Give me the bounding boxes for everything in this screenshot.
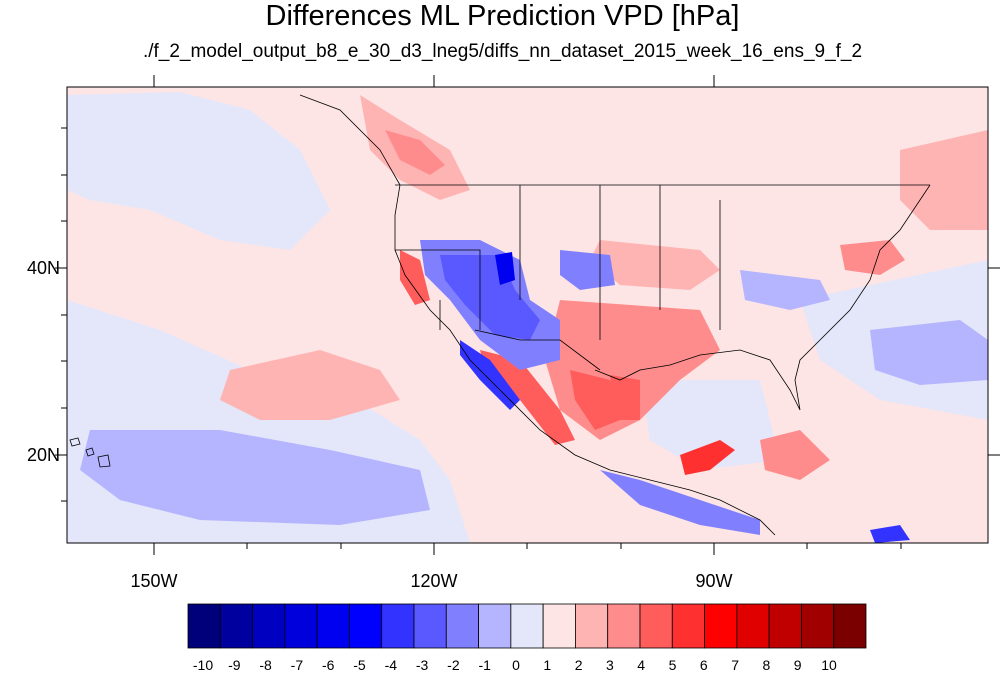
region-negative-central-america bbox=[600, 470, 760, 535]
colorbar-box bbox=[510, 603, 544, 649]
lon-label-150w: 150W bbox=[130, 571, 178, 591]
colorbar-box bbox=[349, 603, 383, 649]
colorbar-box bbox=[768, 603, 802, 649]
region-negative-ohio-valley bbox=[740, 270, 830, 310]
colorbar-tick-label: 5 bbox=[668, 657, 677, 673]
colorbar-box bbox=[607, 603, 641, 649]
lon-label-120w: 120W bbox=[410, 571, 458, 591]
colorbar-tick-label: 4 bbox=[637, 657, 646, 673]
coastline-borders bbox=[299, 94, 931, 536]
region-strong-positive-california bbox=[400, 250, 430, 305]
region-strong-positive-baja bbox=[480, 350, 575, 445]
colorbar-tick-label: 7 bbox=[731, 657, 739, 673]
region-very-strong-negative-utah bbox=[495, 252, 515, 285]
colorbar-box bbox=[316, 603, 350, 649]
colorbar-box bbox=[381, 603, 415, 649]
colorbar-tick-label: 1 bbox=[543, 657, 552, 673]
region-negative-atlantic bbox=[870, 320, 988, 385]
colorbar-tick-label: -4 bbox=[384, 657, 398, 673]
vpd-difference-field bbox=[67, 87, 988, 543]
region-positive-east-pacific bbox=[220, 350, 400, 420]
region-positive-nova-scotia bbox=[900, 130, 988, 230]
colorbar-box bbox=[284, 603, 318, 649]
colorbar-box bbox=[542, 603, 576, 649]
colorbar-tick-label: -7 bbox=[290, 657, 304, 673]
colorbar-tick-label: -5 bbox=[353, 657, 366, 673]
lat-label-40n: 40N bbox=[27, 258, 61, 278]
colorbar-box bbox=[736, 603, 770, 649]
colorbar-tick-label: -8 bbox=[259, 657, 272, 673]
colorbar-box bbox=[252, 603, 286, 649]
map-subtitle: ./f_2_model_output_b8_e_30_d3_lneg5/diff… bbox=[142, 41, 863, 62]
colorbar-box bbox=[575, 603, 609, 649]
region-strong-positive-texas-coast bbox=[610, 375, 640, 420]
region-positive-cuba bbox=[760, 430, 830, 480]
colorbar-tick-label: -6 bbox=[321, 657, 335, 673]
colorbar-box bbox=[187, 603, 221, 649]
colorbar-box bbox=[478, 603, 512, 649]
colorbar-tick-label: -9 bbox=[228, 657, 241, 673]
region-strong-negative-south-caribbean bbox=[870, 525, 910, 543]
axis-ticks bbox=[55, 75, 1000, 555]
lon-label-90w: 90W bbox=[695, 571, 733, 591]
region-positive-new-england bbox=[840, 240, 905, 275]
region-negative-subtropical-pacific bbox=[80, 430, 430, 525]
region-strong-positive-mexico bbox=[570, 370, 620, 430]
region-slight-negative-npacific bbox=[67, 92, 330, 250]
colorbar-box bbox=[413, 603, 447, 649]
colorbar-tick-label: 10 bbox=[821, 657, 837, 673]
region-positive-bc-core bbox=[385, 130, 445, 175]
colorbar-box bbox=[639, 603, 673, 649]
colorbar bbox=[187, 603, 867, 649]
colorbar-box bbox=[671, 603, 705, 649]
region-negative-colorado bbox=[560, 250, 615, 290]
region-positive-plains bbox=[590, 240, 720, 290]
colorbar-tick-label: -10 bbox=[192, 657, 214, 673]
region-strong-positive-yucatan bbox=[680, 440, 735, 475]
colorbar-tick-label: 3 bbox=[605, 657, 614, 673]
colorbar-tick-label: 9 bbox=[793, 657, 802, 673]
region-slight-negative-gulf bbox=[640, 380, 780, 470]
region-strong-negative-gulf-of-california bbox=[460, 340, 520, 410]
colorbar-box bbox=[833, 603, 867, 649]
colorbar-tick-label: 8 bbox=[762, 657, 771, 673]
colorbar-tick-label: 6 bbox=[699, 657, 708, 673]
colorbar-box bbox=[704, 603, 738, 649]
map-title: Differences ML Prediction VPD [hPa] bbox=[265, 0, 740, 32]
colorbar-box bbox=[219, 603, 253, 649]
region-strong-negative-great-basin bbox=[440, 255, 540, 340]
colorbar-tick-label: -2 bbox=[447, 657, 460, 673]
hawaii-islands bbox=[69, 437, 111, 468]
colorbar-tick-label: 0 bbox=[512, 657, 520, 673]
colorbar-box bbox=[801, 603, 835, 649]
colorbar-tick-label: 2 bbox=[574, 657, 583, 673]
lat-label-20n: 20N bbox=[27, 445, 61, 465]
colorbar-box bbox=[445, 603, 479, 649]
colorbar-tick-label: -1 bbox=[478, 657, 491, 673]
colorbar-tick-label: -3 bbox=[415, 657, 429, 673]
